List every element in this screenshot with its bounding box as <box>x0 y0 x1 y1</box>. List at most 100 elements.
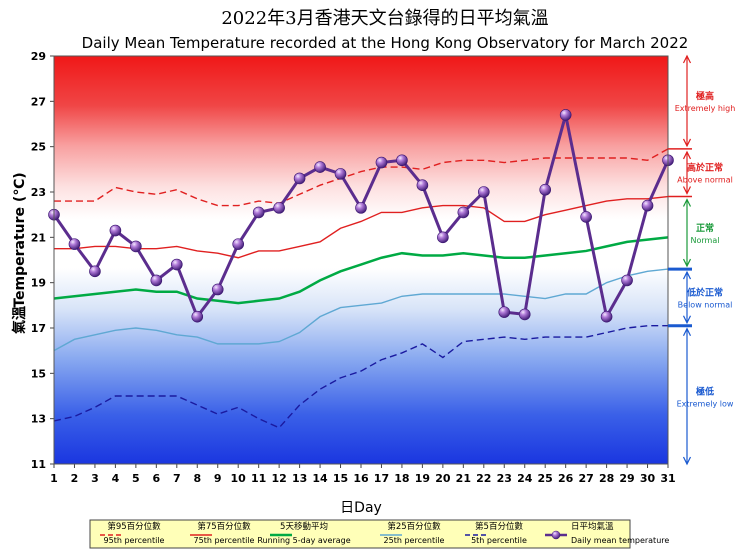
daily-point <box>273 202 285 214</box>
x-tick-label: 18 <box>394 472 409 485</box>
daily-point <box>191 310 204 323</box>
x-tick-label: 28 <box>599 472 614 485</box>
x-tick-label: 20 <box>435 472 451 485</box>
y-tick-label: 19 <box>31 277 46 290</box>
legend-box <box>89 519 631 549</box>
zone-label-zh-normal: 正常 <box>696 222 714 234</box>
legend-label-p5: 5th percentile <box>471 536 527 545</box>
zone-arrow-bottom <box>682 258 692 268</box>
daily-point <box>150 274 163 287</box>
daily-point <box>334 168 347 180</box>
daily-point <box>375 156 388 169</box>
chart-title: Daily Mean Temperature recorded at the H… <box>82 34 689 52</box>
legend: 第95百分位數 95th percentile 第75百分位數 75th percen… <box>100 521 669 545</box>
daily-point <box>437 231 449 244</box>
x-tick-label: 4 <box>112 472 120 485</box>
daily-point <box>498 306 511 318</box>
daily-point <box>580 211 592 223</box>
x-tick-label: 26 <box>558 472 574 485</box>
chart-title-zh: 2022年3月香港天文台錄得的日平均氣溫 <box>221 8 548 29</box>
series-line-p25 <box>53 268 669 352</box>
zone-label-zh-extremely_low: 極低 <box>695 385 714 397</box>
x-tick-label: 14 <box>312 472 328 485</box>
x-tick-label: 24 <box>517 472 533 485</box>
y-tick-label: 25 <box>31 141 46 154</box>
daily-point <box>559 109 572 121</box>
daily-point <box>416 179 429 191</box>
y-tick-label: 23 <box>31 186 46 199</box>
legend-label-running: Running 5-day average <box>257 536 350 545</box>
zone-arrow-bottom <box>682 138 692 148</box>
zone-label-en-extremely_high: Extremely high <box>675 104 736 113</box>
y-tick-label: 17 <box>31 322 46 335</box>
legend-label-daily: Daily mean temperature <box>571 536 669 545</box>
y-axis-label-zh: 氣溫 <box>11 306 28 334</box>
x-tick-label: 1 <box>50 472 58 485</box>
y-axis-ticks: 11 13 15 17 19 21 23 25 27 29 <box>31 50 54 471</box>
daily-point <box>171 258 183 271</box>
zone-label-en-extremely_low: Extremely low <box>677 399 734 408</box>
daily-point <box>396 154 408 167</box>
y-axis-label-en: Temperature (℃) <box>12 172 28 307</box>
daily-point <box>600 310 613 323</box>
x-tick-label: 8 <box>193 472 201 485</box>
series-line-running <box>53 236 669 305</box>
x-tick-label: 16 <box>353 472 369 485</box>
legend-label-p25: 25th percentile <box>384 536 445 545</box>
x-tick-label: 5 <box>132 472 140 485</box>
y-tick-label: 15 <box>31 367 46 380</box>
x-axis-label: 日Day <box>340 500 382 516</box>
x-tick-label: 3 <box>91 472 99 485</box>
x-tick-label: 6 <box>153 472 161 485</box>
legend-label-zh-running: 5天移動平均 <box>280 521 328 532</box>
zone-arrow-bottom <box>682 186 692 195</box>
zone-label-zh-extremely_high: 極高 <box>695 90 714 102</box>
x-tick-label: 15 <box>333 472 348 485</box>
daily-points <box>48 109 674 323</box>
x-tick-label: 2 <box>71 472 79 485</box>
daily-point <box>518 308 531 321</box>
plot-frame <box>53 55 669 465</box>
daily-point <box>457 206 470 219</box>
plot-background <box>54 56 668 464</box>
x-tick-label: 30 <box>640 472 656 485</box>
zone-arrow-top <box>682 54 692 64</box>
daily-point <box>109 224 122 237</box>
x-tick-label: 9 <box>214 472 222 485</box>
x-axis-ticks: 1 2 3 4 5 6 7 8 9 10 11 12 13 14 15 16 17 18 19 20 21 22 23 24 2… <box>50 464 676 485</box>
x-tick-label: 21 <box>456 472 471 485</box>
legend-label-zh-p95: 第95百分位數 <box>107 521 161 532</box>
zone-arrow-bottom <box>682 456 692 466</box>
daily-point <box>89 265 101 278</box>
x-tick-label: 7 <box>173 472 181 485</box>
daily-point <box>314 161 326 173</box>
category-zones: 極高 Extremely high 高於正常 Above normal 正常 Normal… <box>668 54 736 466</box>
x-tick-label: 12 <box>271 472 286 485</box>
y-tick-label: 13 <box>31 413 46 426</box>
x-tick-label: 25 <box>538 472 553 485</box>
daily-point <box>293 172 306 185</box>
x-tick-label: 27 <box>578 472 593 485</box>
y-tick-label: 21 <box>31 231 46 244</box>
x-tick-label: 11 <box>251 472 266 485</box>
x-tick-label: 29 <box>619 472 634 485</box>
legend-label-p95: 95th percentile <box>104 536 165 545</box>
y-axis-label: 氣溫 Temperature (℃) <box>11 172 28 334</box>
zone-label-zh-above_normal: 高於正常 <box>687 162 723 174</box>
daily-point <box>130 240 142 253</box>
daily-point <box>211 283 224 296</box>
zone-arrow-top <box>682 327 692 337</box>
legend-label-zh-p25: 第25百分位數 <box>387 521 441 532</box>
x-tick-label: 10 <box>231 472 247 485</box>
zone-arrow-bottom <box>682 315 692 325</box>
daily-point <box>232 238 244 250</box>
x-tick-label: 17 <box>374 472 389 485</box>
x-tick-label: 19 <box>415 472 430 485</box>
zone-arrow-top <box>682 198 692 207</box>
y-tick-label: 29 <box>31 50 46 63</box>
legend-label-zh-daily: 日平均氣溫 <box>571 521 614 532</box>
daily-point <box>252 206 265 219</box>
zone-label-en-normal: Normal <box>691 236 720 245</box>
series-line-p5 <box>53 325 668 429</box>
